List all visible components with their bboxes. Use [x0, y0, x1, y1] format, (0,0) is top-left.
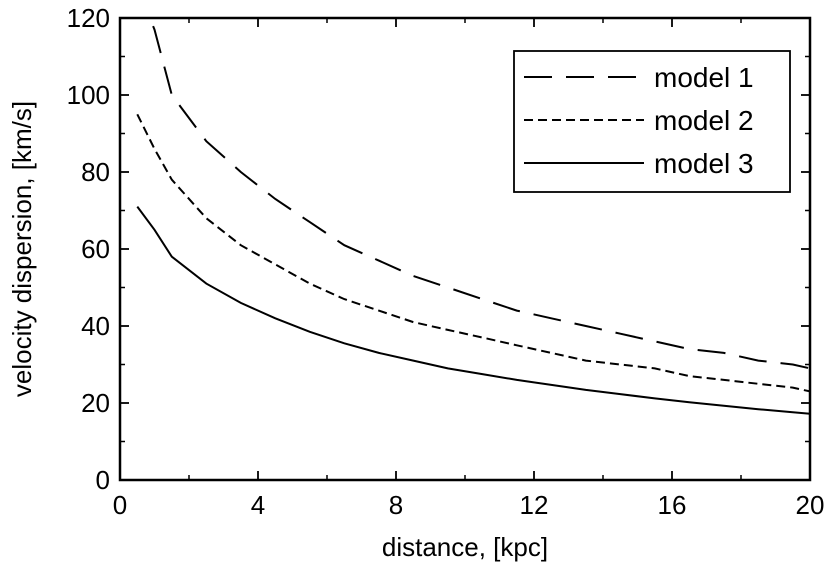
- y-axis-label: velocity dispersion, [km/s]: [7, 101, 37, 397]
- x-tick-label: 0: [113, 490, 127, 520]
- x-tick-label: 8: [389, 490, 403, 520]
- legend-label-1: model 1: [654, 62, 754, 93]
- y-tick-label: 0: [96, 465, 110, 495]
- y-tick-label: 80: [81, 157, 110, 187]
- y-tick-label: 120: [67, 3, 110, 33]
- legend-items: model 1 model 2 model 3: [524, 62, 754, 179]
- legend-label-3: model 3: [654, 148, 754, 179]
- legend-label-2: model 2: [654, 105, 754, 136]
- series-line-3: [136, 206, 810, 415]
- series-layer: [136, 18, 810, 415]
- y-tick-label: 100: [67, 80, 110, 110]
- y-tick-label: 20: [81, 388, 110, 418]
- y-tick-label: 40: [81, 311, 110, 341]
- x-tick-label: 20: [796, 490, 825, 520]
- tick-layer: 0 4 8 12 16 20 0 20 40 60 80 100 120: [67, 3, 825, 520]
- legend: model 1 model 2 model 3: [513, 50, 791, 193]
- series-line-1: [148, 18, 810, 370]
- y-tick-label: 60: [81, 234, 110, 264]
- series-line-2: [136, 113, 810, 393]
- x-axis-label: distance, [kpc]: [382, 532, 548, 562]
- x-tick-label: 16: [658, 490, 687, 520]
- x-tick-label: 4: [251, 490, 265, 520]
- x-tick-label: 12: [520, 490, 549, 520]
- legend-box: [513, 50, 791, 193]
